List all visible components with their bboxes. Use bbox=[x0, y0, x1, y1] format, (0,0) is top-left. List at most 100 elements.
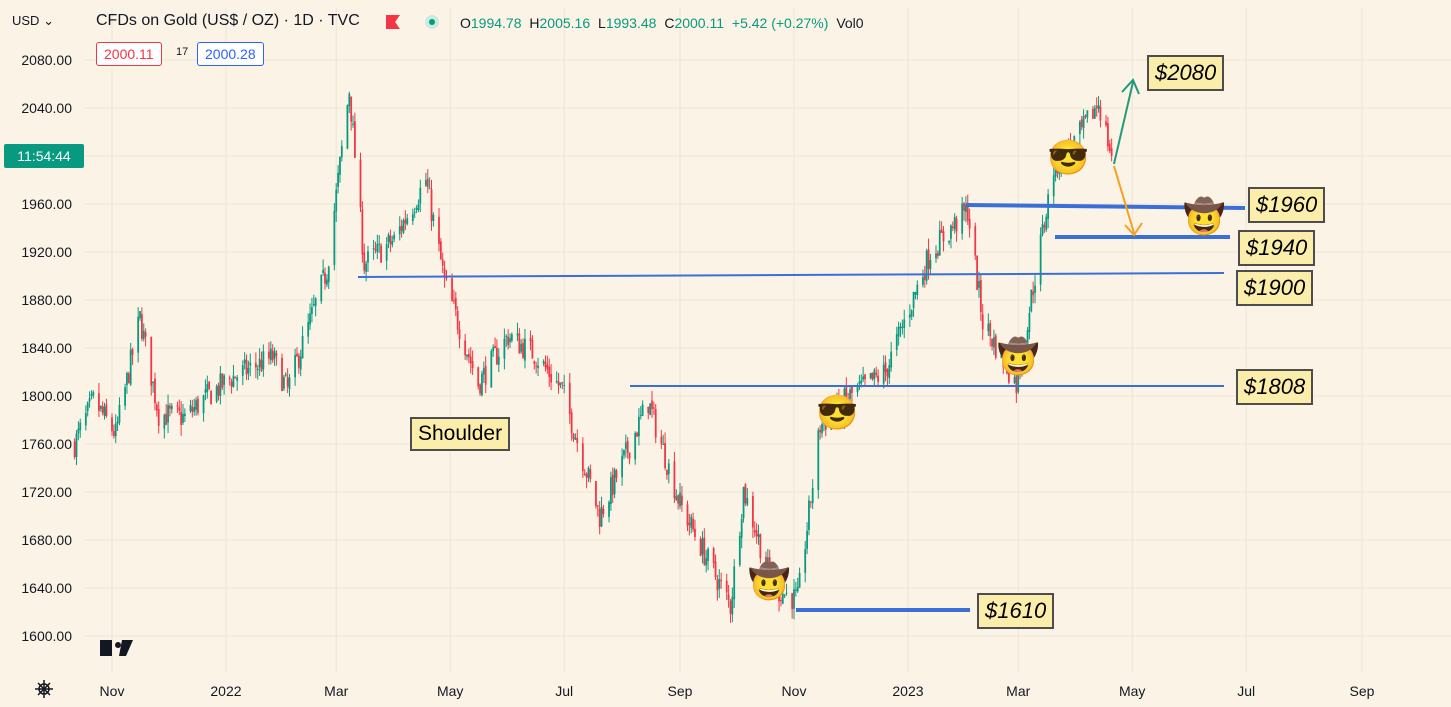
candle-body bbox=[583, 473, 586, 476]
candle-body bbox=[692, 518, 695, 530]
candle-body bbox=[236, 377, 239, 381]
candle-body bbox=[101, 405, 104, 414]
candle-body bbox=[753, 530, 756, 533]
candle-body bbox=[154, 378, 156, 404]
candle-body bbox=[309, 313, 311, 325]
x-tick-label: 2023 bbox=[892, 683, 923, 699]
candle-body bbox=[595, 481, 597, 507]
candle-body bbox=[350, 96, 353, 122]
candle-body bbox=[150, 336, 153, 386]
candle-body bbox=[707, 548, 709, 561]
y-tick-label: 1800.00 bbox=[21, 388, 72, 404]
candle-body bbox=[718, 579, 721, 589]
candle-body bbox=[376, 243, 379, 252]
candle-body bbox=[432, 214, 435, 221]
candle-body bbox=[963, 203, 965, 211]
candle-body bbox=[811, 487, 814, 504]
candle-body bbox=[1082, 116, 1085, 128]
candle-body bbox=[651, 400, 653, 409]
sell-price-button[interactable]: 2000.11 bbox=[96, 42, 162, 66]
candle-body bbox=[191, 407, 194, 412]
ohlc-readout: O1994.78 H2005.16 L1993.48 C2000.11 +5.4… bbox=[460, 15, 864, 31]
candle-body bbox=[92, 391, 95, 396]
candle-body bbox=[417, 204, 420, 211]
candle-body bbox=[794, 589, 797, 592]
candle-body bbox=[79, 422, 82, 431]
candle-body bbox=[361, 209, 364, 255]
candle-body bbox=[662, 444, 665, 446]
candle-body bbox=[140, 314, 143, 339]
candle-body bbox=[1080, 119, 1083, 127]
candle-body bbox=[415, 208, 418, 210]
candle-body bbox=[217, 385, 220, 396]
candle-body bbox=[639, 415, 642, 417]
candle-body bbox=[1071, 146, 1074, 150]
candle-body bbox=[503, 338, 506, 359]
candle-body bbox=[363, 252, 366, 271]
candle-body bbox=[221, 373, 224, 388]
candle-body bbox=[781, 593, 784, 604]
candle-body bbox=[439, 241, 442, 260]
buy-price-button[interactable]: 2000.28 bbox=[197, 42, 264, 66]
candle-body bbox=[340, 146, 343, 158]
candle-body bbox=[755, 530, 758, 537]
candle-body bbox=[533, 361, 536, 364]
candle-body bbox=[568, 382, 571, 414]
candle-body bbox=[380, 245, 382, 263]
candle-body bbox=[628, 452, 631, 459]
candle-body bbox=[249, 362, 252, 366]
candle-body bbox=[925, 250, 928, 281]
candle-body bbox=[716, 579, 719, 591]
candle-body bbox=[677, 495, 680, 504]
settings-gear-icon[interactable] bbox=[35, 680, 53, 698]
sunglasses-emoji-icon: 😎 bbox=[816, 394, 859, 432]
candle-body bbox=[183, 413, 186, 417]
y-tick-label: 1760.00 bbox=[21, 436, 72, 452]
candle-body bbox=[895, 334, 898, 350]
tradingview-logo bbox=[100, 640, 133, 656]
candle-body bbox=[299, 356, 302, 370]
candle-body bbox=[877, 375, 879, 382]
candle-body bbox=[953, 216, 956, 230]
candle-body bbox=[367, 251, 369, 263]
candle-body bbox=[400, 225, 403, 231]
candle-body bbox=[479, 384, 481, 394]
y-axis: 1600.00 1640.00 1680.00 1720.00 1760.00 1800.… bbox=[21, 52, 72, 644]
candle-body bbox=[88, 398, 91, 402]
candle-body bbox=[819, 429, 822, 433]
candle-body bbox=[955, 218, 958, 232]
candle-body bbox=[322, 269, 325, 273]
candle-body bbox=[402, 220, 405, 233]
candle-body bbox=[989, 322, 992, 337]
candle-body bbox=[608, 501, 610, 517]
candle-body bbox=[626, 440, 629, 453]
candle-body bbox=[1069, 142, 1072, 148]
level-1960-line bbox=[965, 203, 1246, 210]
candle-body bbox=[90, 394, 93, 396]
candle-body bbox=[557, 381, 560, 386]
candle-body bbox=[337, 172, 339, 187]
candle-body bbox=[768, 557, 771, 574]
candle-body bbox=[570, 412, 573, 434]
candle-body bbox=[98, 393, 100, 412]
candle-body bbox=[354, 121, 356, 158]
candle-body bbox=[1107, 123, 1109, 147]
countdown-badge: 11:54:44 bbox=[4, 144, 84, 168]
candle-body bbox=[496, 347, 498, 365]
candle-body bbox=[1065, 149, 1068, 163]
currency-selector[interactable]: USD ⌄ bbox=[12, 13, 54, 29]
y-tick-label: 1920.00 bbox=[21, 244, 72, 260]
flag-icon[interactable] bbox=[386, 15, 400, 29]
candle-body bbox=[821, 423, 823, 434]
candle-body bbox=[197, 398, 199, 413]
x-tick-label: Jul bbox=[1237, 683, 1255, 699]
candle-body bbox=[875, 372, 878, 375]
candle-body bbox=[649, 403, 652, 415]
candle-body bbox=[413, 211, 416, 214]
candle-body bbox=[699, 538, 702, 556]
candle-body bbox=[467, 354, 470, 358]
candle-body bbox=[667, 463, 670, 475]
candle-body bbox=[477, 367, 480, 387]
candle-body bbox=[596, 505, 599, 507]
